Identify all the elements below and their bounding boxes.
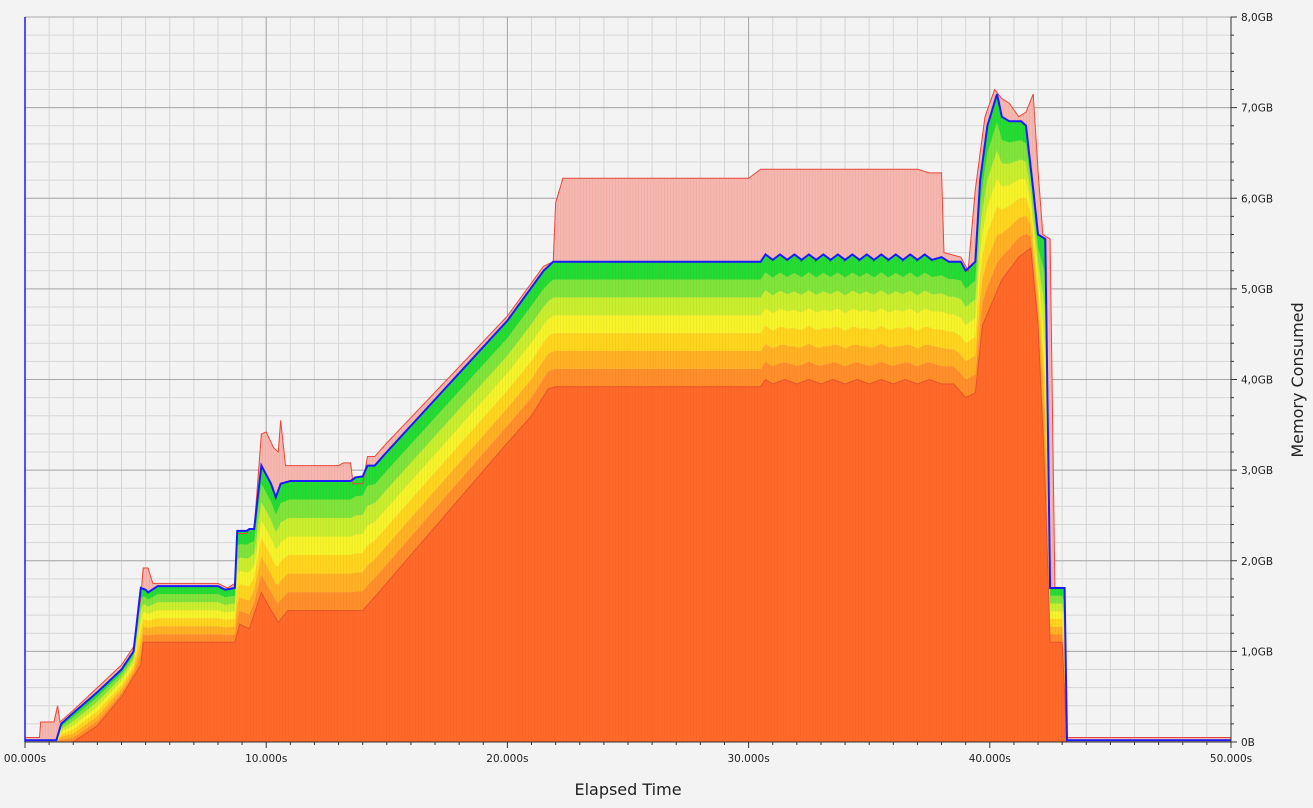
y-tick-label: 6,0GB <box>1241 193 1273 205</box>
y-tick-label: 2,0GB <box>1241 556 1273 568</box>
x-tick-label: 40.000s <box>969 753 1011 765</box>
usage-band <box>25 150 1231 741</box>
usage-band <box>25 122 1231 741</box>
x-tick-label: 10.000s <box>245 753 287 765</box>
y-tick-label: 7,0GB <box>1241 103 1273 115</box>
y-axis-title: Memory Consumed <box>1288 302 1307 457</box>
peak-line <box>25 88 1231 738</box>
base-area <box>25 248 1231 742</box>
x-tick-label: 00.000s <box>4 753 46 765</box>
x-axis-title: Elapsed Time <box>574 780 681 799</box>
usage-band <box>25 215 1231 742</box>
x-tick-label: 30.000s <box>727 753 769 765</box>
x-tick-label: 50.000s <box>1210 753 1252 765</box>
usage-band <box>25 197 1231 742</box>
y-tick-label: 1,0GB <box>1241 646 1273 658</box>
y-tick-label: 5,0GB <box>1241 284 1273 296</box>
usage-band <box>25 178 1231 742</box>
y-tick-label: 8,0GB <box>1241 12 1273 24</box>
area-layer <box>25 88 1231 743</box>
y-tick-label: 4,0GB <box>1241 375 1273 387</box>
y-tick-label: 3,0GB <box>1241 465 1273 477</box>
axes: 00.000s 10.000s 20.000s 30.000s 40.000s 50.00… <box>4 12 1273 765</box>
x-tick-label: 20.000s <box>486 753 528 765</box>
y-tick-label: 0B <box>1241 737 1255 749</box>
base-line <box>25 247 1231 743</box>
total-line <box>25 93 1231 742</box>
